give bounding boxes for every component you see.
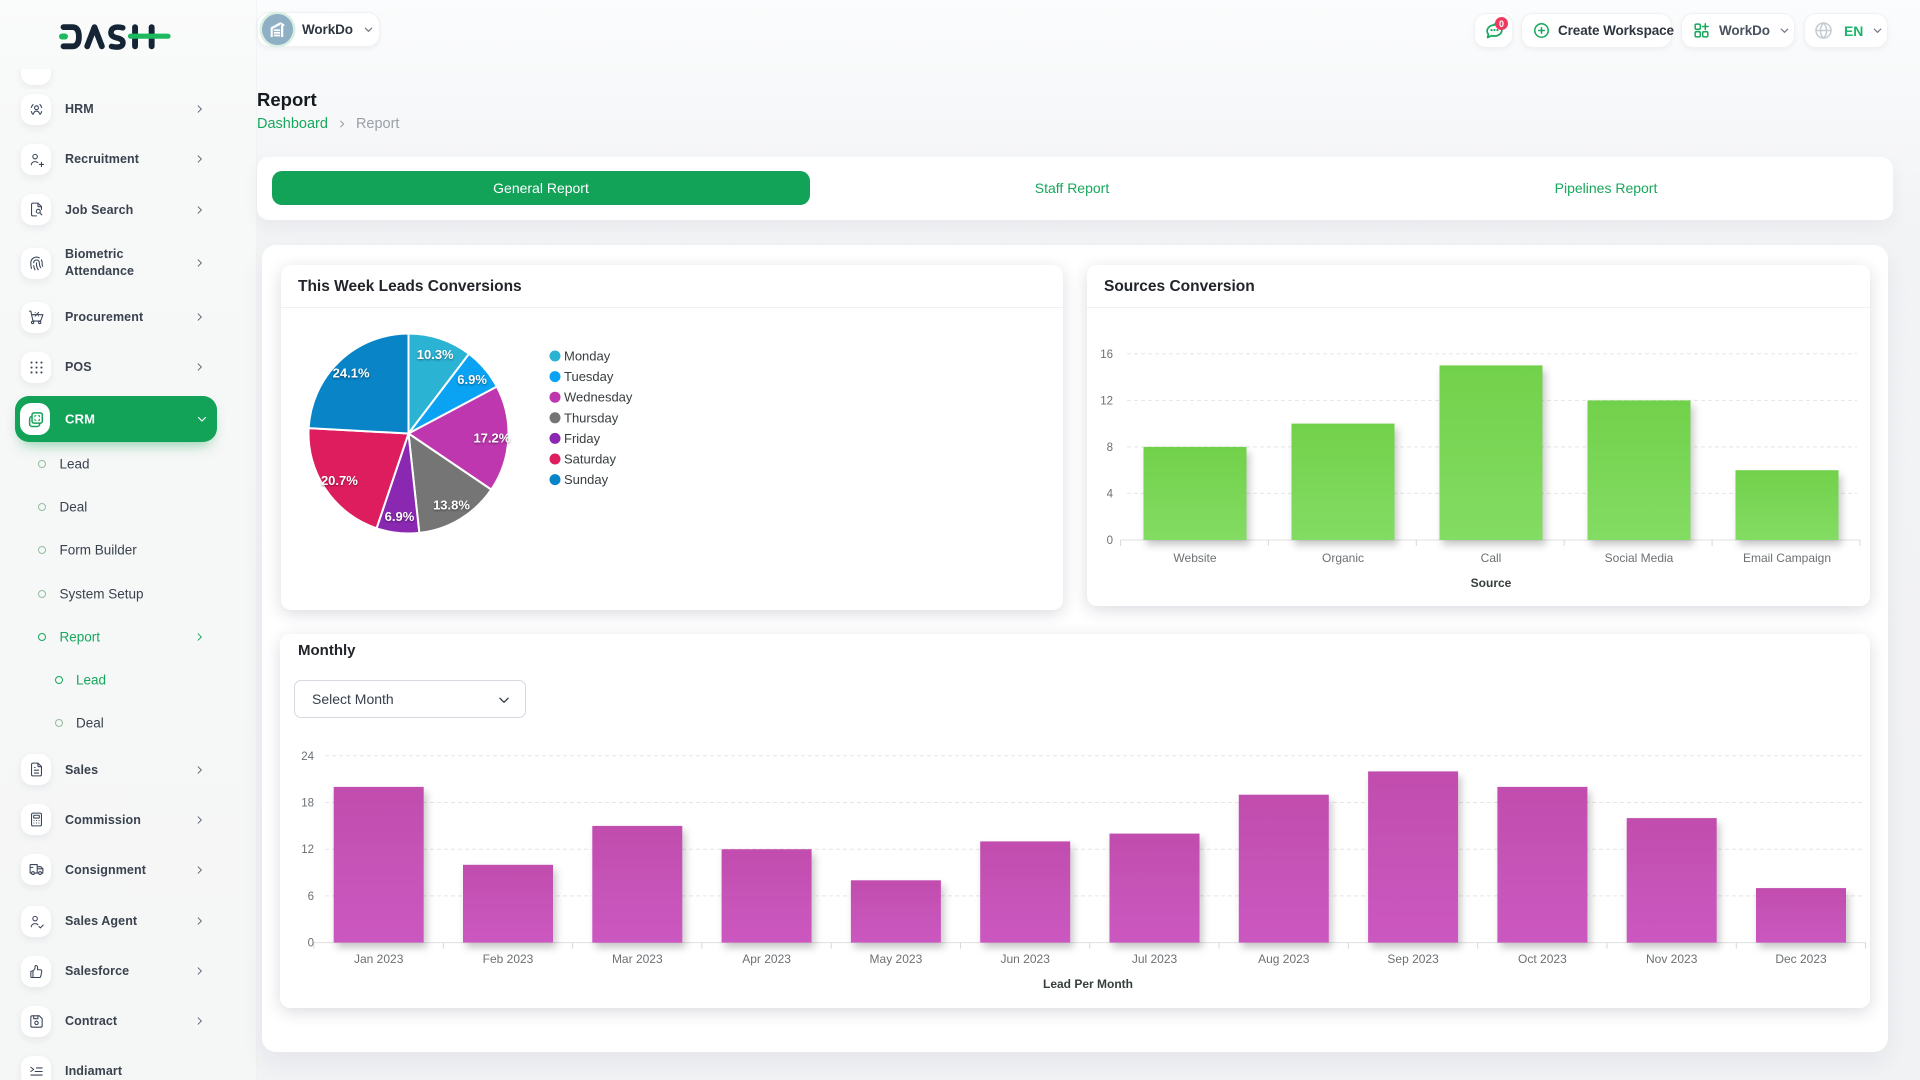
svg-text:Nov 2023: Nov 2023 [1646,952,1698,966]
svg-text:6.9%: 6.9% [385,509,415,524]
svg-text:6: 6 [308,891,314,903]
svg-text:10.3%: 10.3% [417,347,454,362]
svg-text:Website: Website [1173,551,1216,565]
svg-text:Lead Per Month: Lead Per Month [1043,977,1133,991]
svg-text:16: 16 [1100,349,1113,361]
svg-text:12: 12 [1100,395,1113,407]
svg-text:17.2%: 17.2% [473,431,510,446]
svg-text:18: 18 [301,798,314,810]
svg-text:12: 12 [301,844,314,856]
svg-text:24: 24 [301,751,314,763]
svg-text:Organic: Organic [1322,551,1364,565]
svg-text:Call: Call [1481,551,1502,565]
svg-text:Jul 2023: Jul 2023 [1132,952,1178,966]
svg-text:Feb 2023: Feb 2023 [483,952,534,966]
svg-text:13.8%: 13.8% [433,498,470,513]
svg-text:Aug 2023: Aug 2023 [1258,952,1310,966]
svg-text:0: 0 [1107,535,1113,547]
svg-text:Tuesday: Tuesday [564,369,614,384]
svg-text:Oct 2023: Oct 2023 [1518,952,1567,966]
svg-text:Apr 2023: Apr 2023 [742,952,791,966]
svg-text:Dec 2023: Dec 2023 [1775,952,1827,966]
svg-text:Mar 2023: Mar 2023 [612,952,663,966]
svg-text:Email Campaign: Email Campaign [1743,551,1831,565]
svg-text:Friday: Friday [564,431,601,446]
svg-text:Monday: Monday [564,349,611,364]
svg-text:Wednesday: Wednesday [564,390,633,405]
svg-text:Source: Source [1471,576,1512,590]
svg-text:Jan 2023: Jan 2023 [354,952,404,966]
svg-text:20.7%: 20.7% [321,473,358,488]
svg-text:0: 0 [308,938,314,950]
svg-text:Thursday: Thursday [564,410,619,425]
svg-text:Sunday: Sunday [564,472,609,487]
svg-text:Saturday: Saturday [564,452,617,467]
svg-text:Social Media: Social Media [1605,551,1674,565]
svg-text:6.9%: 6.9% [457,372,487,387]
svg-text:Sep 2023: Sep 2023 [1387,952,1439,966]
svg-text:Jun 2023: Jun 2023 [1001,952,1051,966]
svg-text:May 2023: May 2023 [870,952,923,966]
svg-text:4: 4 [1107,488,1114,500]
svg-text:8: 8 [1107,442,1113,454]
svg-text:24.1%: 24.1% [333,365,370,380]
